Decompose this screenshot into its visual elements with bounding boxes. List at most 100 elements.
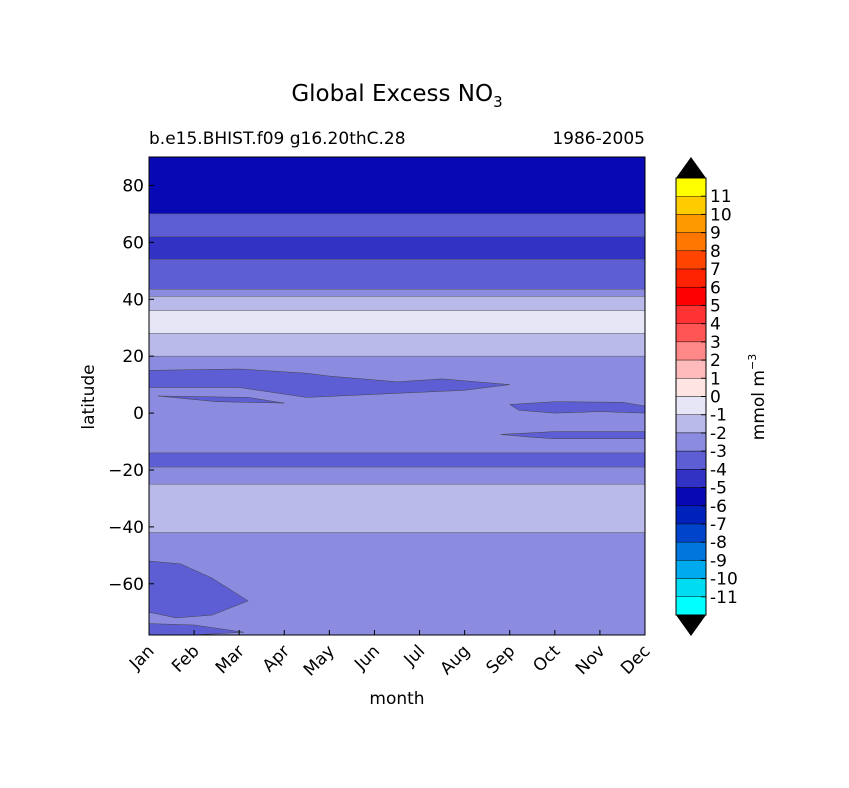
contour-band <box>149 296 645 311</box>
colorbar-over-arrow <box>676 157 706 178</box>
contour-band <box>149 259 645 290</box>
colorbar-cell <box>675 177 707 197</box>
colorbar-cell <box>675 432 707 452</box>
colorbar-cell <box>675 469 707 488</box>
plot-area: Jan Feb Mar Apr May Jun Jul Aug Sep Oct Nov Dec 80 6… <box>108 156 655 680</box>
colorbar-cell <box>675 359 707 379</box>
x-tick-label: Oct <box>529 641 564 676</box>
x-tick-label: Aug <box>437 641 475 679</box>
colorbar-tick-label: -7 <box>710 515 727 535</box>
contour-band <box>149 236 645 260</box>
x-axis-label: month <box>369 689 424 709</box>
x-tick-label: Apr <box>259 641 294 676</box>
colorbar-cell <box>675 505 707 525</box>
x-tick-label: Jun <box>350 641 384 675</box>
colorbar-tick-label: 9 <box>710 224 721 244</box>
contour-patch <box>149 623 244 635</box>
colorbar-cell <box>675 305 707 324</box>
colorbar-tick-label: -4 <box>710 460 727 480</box>
colorbar-tick-label: -2 <box>710 424 727 444</box>
colorbar-cell <box>675 487 707 506</box>
contour-patch <box>500 431 645 439</box>
x-axis-ticks: Jan Feb Mar Apr May Jun Jul Aug Sep Oct Nov Dec <box>125 630 655 680</box>
colorbar-cell <box>675 541 707 561</box>
colorbar-label: mmol m−3 <box>746 354 769 440</box>
x-tick-label: Jul <box>400 641 429 670</box>
colorbar-tick-label: 0 <box>710 388 721 408</box>
contour-band <box>149 484 645 533</box>
contour-patch <box>157 395 285 404</box>
y-tick-label: −40 <box>108 518 144 538</box>
colorbar-label-text: mmol m <box>749 370 769 440</box>
colorbar-tick-label: -1 <box>710 406 727 426</box>
contour-band <box>149 213 645 237</box>
y-tick-label: 60 <box>122 233 144 253</box>
colorbar-cell <box>675 378 707 397</box>
colorbar-cell <box>675 323 707 343</box>
contour-band <box>149 532 645 635</box>
x-tick-label: Jan <box>125 641 158 674</box>
y-tick-label: 40 <box>122 290 144 310</box>
y-tick-label: 20 <box>122 347 144 367</box>
colorbar-cell <box>675 560 707 579</box>
colorbar-cell <box>675 287 707 306</box>
colorbar-cell <box>675 232 707 252</box>
contour-bands <box>149 157 645 635</box>
y-tick-label: −60 <box>108 575 144 595</box>
colorbar-tick-label: 1 <box>710 369 721 389</box>
y-tick-label: −20 <box>108 461 144 481</box>
contour-band <box>149 452 645 468</box>
x-tick-label: Sep <box>482 641 519 678</box>
chart-subtitle-right: 1986-2005 <box>552 129 645 149</box>
x-tick-label: Feb <box>168 641 203 676</box>
chart-subtitle-left: b.e15.BHIST.f09 g16.20thC.28 <box>149 129 406 149</box>
colorbar-under-arrow <box>676 615 706 636</box>
colorbar-cell <box>675 341 707 361</box>
contour-band <box>149 289 645 297</box>
colorbar-cell <box>675 578 707 597</box>
colorbar-tick-label: 8 <box>710 242 721 262</box>
colorbar-tick-label: -8 <box>710 533 727 553</box>
colorbar-tick-label: 2 <box>710 351 721 371</box>
chart-title-subscript: 3 <box>493 93 503 111</box>
chart-title-main: Global Excess NO <box>291 81 493 107</box>
contour-patch <box>508 401 645 414</box>
colorbar-tick-label: 4 <box>710 315 721 335</box>
x-tick-label: Dec <box>617 641 654 678</box>
colorbar-cell <box>675 214 707 233</box>
y-axis-label: latitude <box>79 364 99 429</box>
colorbar-tick-label: -9 <box>710 551 727 571</box>
contour-patch <box>149 368 510 398</box>
contour-band <box>149 310 645 334</box>
colorbar-cell <box>675 396 707 415</box>
x-tick-label: Mar <box>212 641 249 678</box>
colorbar-tick-label: 6 <box>710 278 721 298</box>
contour-patch <box>149 560 249 619</box>
colorbar-tick-label: -5 <box>710 479 727 499</box>
x-tick-label: Nov <box>572 641 610 679</box>
colorbar-cell <box>675 414 707 434</box>
colorbar-cell <box>675 268 707 288</box>
colorbar-cell <box>675 250 707 270</box>
contour-patches <box>149 368 645 635</box>
plot-frame <box>148 156 646 636</box>
contour-band <box>149 157 645 215</box>
colorbar-tick-label: -10 <box>710 570 738 590</box>
colorbar-tick-label: -6 <box>710 497 727 517</box>
colorbar-tick-label: 5 <box>710 296 721 316</box>
colorbar-tick-label: -11 <box>710 588 738 608</box>
y-axis-ticks: 80 60 40 20 0 −20 −40 −60 <box>108 176 154 595</box>
y-tick-label: 0 <box>133 404 144 424</box>
colorbar-tick-label: 7 <box>710 260 721 280</box>
colorbar-tick-label: 11 <box>710 187 732 207</box>
chart-title: Global Excess NO3 <box>291 81 502 111</box>
colorbar-tick-label: -3 <box>710 442 727 462</box>
colorbar-cell <box>675 596 707 616</box>
y-tick-label: 80 <box>122 176 144 196</box>
contour-band <box>149 333 645 357</box>
x-tick-label: May <box>300 641 339 680</box>
colorbar-label-superscript: −3 <box>746 354 759 370</box>
